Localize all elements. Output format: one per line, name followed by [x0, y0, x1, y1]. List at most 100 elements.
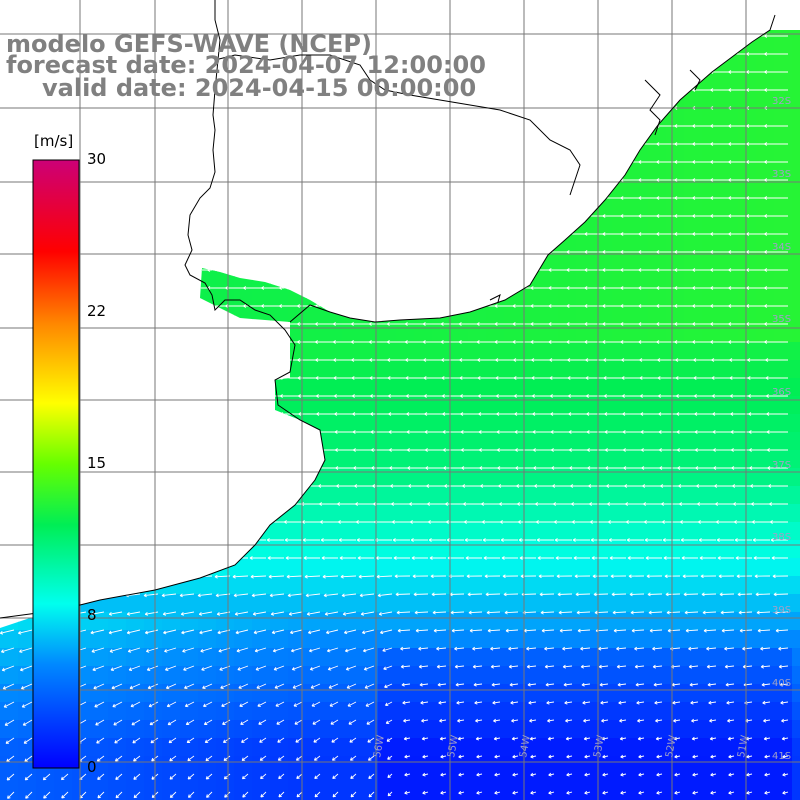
field-cell [720, 558, 739, 577]
wind-arrow [114, 755, 123, 762]
field-cell [450, 648, 469, 667]
wind-arrow [292, 683, 303, 689]
lon-label: 54W [518, 734, 533, 758]
field-cell [720, 144, 739, 163]
wind-arrow [117, 322, 140, 326]
wind-arrow [734, 538, 752, 542]
field-cell [684, 198, 703, 217]
field-cell [342, 306, 361, 325]
wind-arrow [296, 286, 320, 290]
wind-arrow [229, 520, 248, 524]
wind-arrow [99, 214, 122, 218]
field-cell [450, 270, 469, 289]
wind-arrow [314, 773, 321, 780]
field-cell [234, 234, 253, 253]
field-cell [0, 576, 19, 595]
field-cell [180, 144, 199, 163]
field-cell [738, 702, 757, 721]
field-cell [792, 36, 800, 55]
field-cell [144, 360, 163, 379]
wind-arrow [490, 664, 501, 669]
wind-arrow [113, 719, 123, 726]
field-cell [342, 486, 361, 505]
wind-arrow [440, 268, 464, 272]
wind-arrow [396, 610, 411, 615]
field-cell [126, 630, 145, 649]
field-cell [594, 792, 613, 800]
field-cell [396, 540, 415, 559]
field-cell [360, 414, 379, 433]
field-cell [486, 360, 505, 379]
wind-arrow [707, 682, 717, 687]
wind-arrow [620, 34, 644, 38]
field-cell [558, 702, 577, 721]
wind-arrow [332, 178, 356, 182]
wind-arrow [386, 214, 410, 218]
wind-arrow [764, 340, 788, 344]
field-cell [414, 288, 433, 307]
wind-arrow [147, 683, 159, 690]
field-cell [198, 414, 217, 433]
wind-arrow [368, 286, 392, 290]
field-cell [270, 126, 289, 145]
field-cell [702, 324, 721, 343]
wind-arrow [602, 160, 626, 164]
wind-arrow [584, 178, 608, 182]
wind-arrow [548, 52, 572, 56]
field-cell [774, 738, 793, 757]
wind-arrow [289, 629, 303, 635]
wind-arrow [350, 142, 374, 146]
wind-arrow [81, 340, 104, 344]
field-cell [90, 738, 109, 757]
field-cell [144, 720, 163, 739]
field-cell [576, 792, 595, 800]
field-cell [684, 126, 703, 145]
wind-arrow [487, 628, 501, 633]
wind-arrow [572, 538, 590, 542]
lon-label: 56W [372, 734, 387, 758]
wind-arrow [133, 755, 141, 762]
field-cell [432, 306, 451, 325]
wind-arrow [622, 412, 644, 416]
wind-arrow [518, 538, 536, 542]
field-cell [108, 270, 127, 289]
wind-arrow [781, 718, 789, 723]
field-cell [504, 432, 523, 451]
field-cell [342, 468, 361, 487]
wind-arrow [303, 556, 320, 560]
field-cell [144, 612, 163, 631]
field-cell [666, 486, 685, 505]
wind-arrow [712, 430, 734, 434]
wind-arrow [283, 520, 302, 524]
field-cell [180, 666, 199, 685]
wind-arrow [584, 790, 591, 795]
field-cell [594, 144, 613, 163]
wind-arrow [738, 610, 753, 615]
wind-arrow [153, 340, 176, 344]
wind-arrow [243, 394, 266, 398]
wind-arrow [604, 430, 626, 434]
field-cell [648, 774, 667, 793]
wind-arrow [404, 772, 411, 777]
wind-arrow [350, 250, 374, 254]
field-cell [180, 270, 199, 289]
field-cell [720, 432, 739, 451]
wind-arrow [9, 322, 32, 326]
field-cell [342, 144, 361, 163]
field-cell [774, 0, 793, 19]
field-cell [738, 396, 757, 415]
wind-arrow [273, 665, 285, 671]
field-cell [468, 756, 487, 775]
field-cell [162, 702, 181, 721]
field-cell [522, 216, 541, 235]
field-cell [216, 540, 235, 559]
field-cell [648, 630, 667, 649]
field-cell [270, 594, 289, 613]
wind-arrow [751, 520, 770, 524]
wind-arrow [153, 178, 176, 182]
field-cell [144, 342, 163, 361]
wind-arrow [368, 250, 392, 254]
wind-arrow [156, 502, 176, 506]
wind-arrow [9, 124, 32, 128]
wind-arrow [620, 52, 644, 56]
